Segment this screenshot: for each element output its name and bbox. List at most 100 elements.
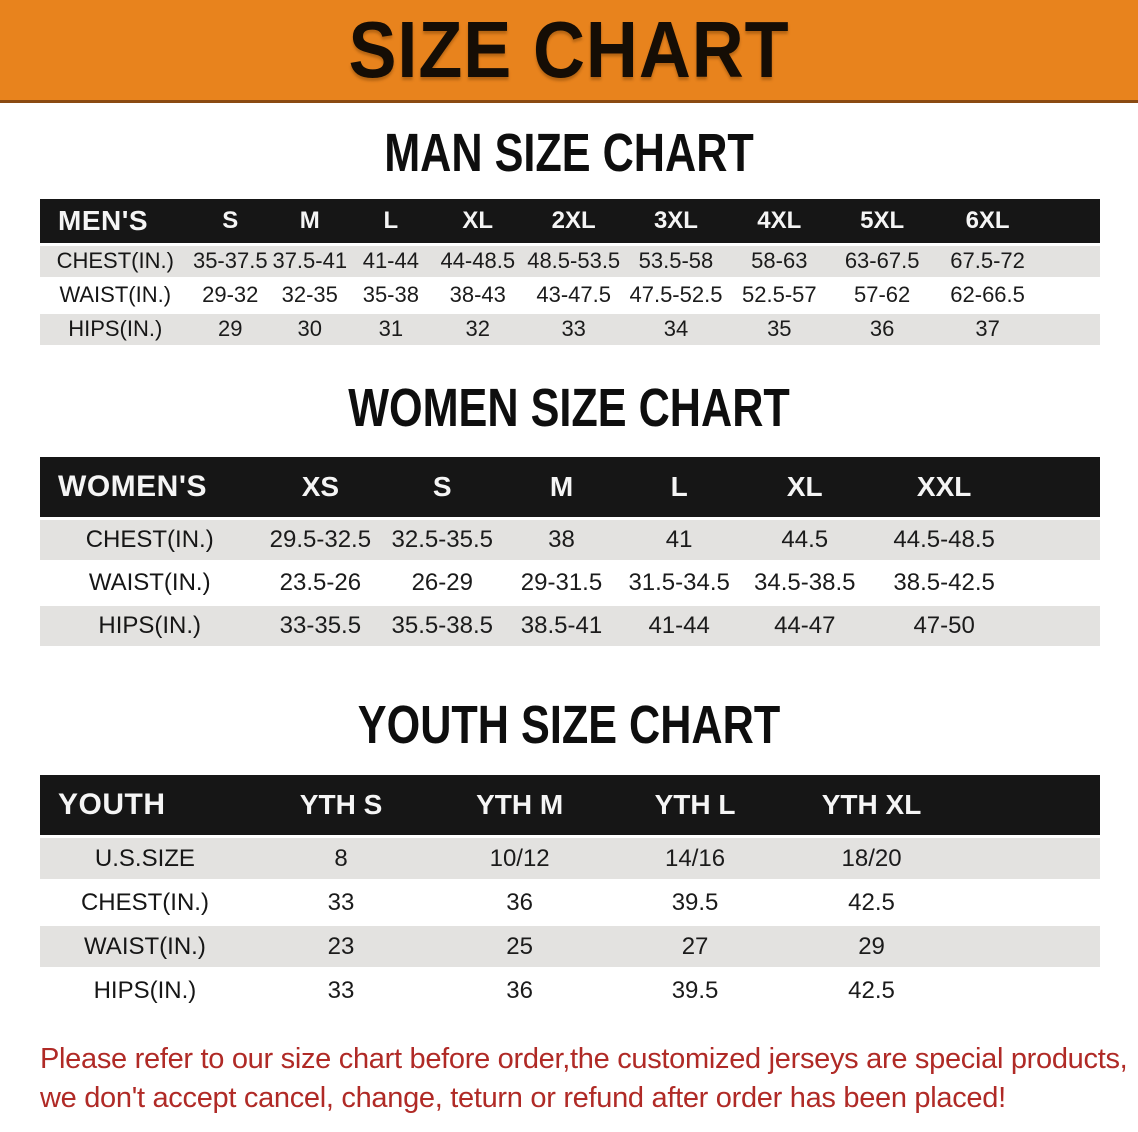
- banner-title: SIZE CHART: [348, 5, 790, 94]
- size-value: 31: [349, 313, 433, 348]
- size-value: 48.5-53.5: [523, 245, 625, 280]
- size-value: 18/20: [783, 838, 961, 883]
- size-value: 39.5: [607, 882, 784, 927]
- row-label: WAIST(IN.): [40, 926, 250, 971]
- size-value: 47.5-52.5: [624, 280, 728, 314]
- womens-row-waistin: WAIST(IN.) 23.5-26 26-29 29-31.5 31.5-34.5 34…: [40, 563, 1100, 607]
- size-value: 33-35.5: [259, 606, 382, 650]
- size-value: 37.5-41: [270, 245, 350, 280]
- size-value: 32: [432, 313, 524, 348]
- size-value: 26-29: [381, 563, 504, 607]
- spacer-cell: [1017, 563, 1100, 607]
- row-label: HIPS(IN.): [40, 606, 260, 650]
- size-value: 39.5: [607, 970, 784, 1015]
- row-label: WAIST(IN.): [40, 280, 191, 314]
- spacer-cell: [1041, 280, 1100, 314]
- spacer-cell: [960, 882, 1100, 927]
- disclaimer-line-1: Please refer to our size chart before or…: [40, 1043, 1128, 1076]
- mens-col-3xl: 3XL: [624, 198, 728, 246]
- womens-col-xs: XS: [259, 457, 382, 521]
- size-value: 23.5-26: [259, 563, 382, 607]
- size-value: 27: [607, 926, 784, 971]
- mens-section-heading: MAN SIZE CHART: [0, 123, 1138, 183]
- mens-col-l: L: [349, 198, 433, 246]
- disclaimer-line-2: we don't accept cancel, change, teturn o…: [40, 1081, 1006, 1114]
- size-value: 43-47.5: [523, 280, 625, 314]
- size-value: 53.5-58: [624, 245, 728, 280]
- size-value: 35.5-38.5: [381, 606, 504, 650]
- mens-row-waistin: WAIST(IN.) 29-32 32-35 35-38 38-43 43-47.5 47.…: [40, 280, 1100, 314]
- row-label: CHEST(IN.): [40, 520, 260, 564]
- size-value: 41-44: [619, 606, 739, 650]
- size-value: 31.5-34.5: [619, 563, 739, 607]
- mens-col-xl: XL: [432, 198, 524, 246]
- size-value: 33: [249, 970, 433, 1015]
- size-value: 29-31.5: [503, 563, 620, 607]
- size-value: 33: [249, 882, 433, 927]
- womens-section-heading: WOMEN SIZE CHART: [0, 377, 1138, 438]
- youth-section-heading: YOUTH SIZE CHART: [0, 695, 1138, 756]
- size-value: 29-32: [190, 280, 271, 314]
- womens-size-table: WOMEN'S XS S M L XL XXL CHEST(IN.) 29.5-32.5 32.5…: [40, 457, 1100, 650]
- womens-col-m: M: [503, 457, 620, 521]
- size-value: 44.5-48.5: [871, 520, 1018, 564]
- size-value: 10/12: [432, 838, 608, 883]
- mens-heading-text: MAN SIZE CHART: [384, 123, 754, 183]
- size-value: 25: [432, 926, 608, 971]
- spacer-cell: [1041, 245, 1100, 280]
- youth-col-yth-l: YTH L: [607, 775, 784, 839]
- size-value: 36: [432, 970, 608, 1015]
- size-value: 29.5-32.5: [259, 520, 382, 564]
- size-value: 44-47: [738, 606, 871, 650]
- size-value: 37: [933, 313, 1042, 348]
- size-chart-banner: SIZE CHART: [0, 0, 1138, 103]
- mens-header-spacer: [1041, 198, 1100, 246]
- size-value: 63-67.5: [830, 245, 934, 280]
- youth-heading-text: YOUTH SIZE CHART: [357, 695, 781, 756]
- spacer-cell: [1017, 520, 1100, 564]
- mens-col-6xl: 6XL: [933, 198, 1042, 246]
- row-label: WAIST(IN.): [40, 563, 260, 607]
- size-value: 44.5: [738, 520, 871, 564]
- womens-col-xl: XL: [738, 457, 871, 521]
- size-value: 29: [783, 926, 961, 971]
- mens-col-s: S: [190, 198, 271, 246]
- youth-col-yth-xl: YTH XL: [783, 775, 961, 839]
- size-value: 32.5-35.5: [381, 520, 504, 564]
- womens-header-spacer: [1017, 457, 1100, 521]
- youth-header-row: YOUTH YTH S YTH M YTH L YTH XL: [40, 775, 1100, 839]
- size-value: 42.5: [783, 882, 961, 927]
- size-value: 38-43: [432, 280, 524, 314]
- size-value: 38.5-41: [503, 606, 620, 650]
- size-value: 62-66.5: [933, 280, 1042, 314]
- youth-header-spacer: [960, 775, 1100, 839]
- youth-col-yth-m: YTH M: [432, 775, 608, 839]
- mens-row-hipsin: HIPS(IN.) 29 30 31 32 33 34 35 36 37: [40, 313, 1100, 348]
- size-value: 67.5-72: [933, 245, 1042, 280]
- youth-row-hipsin: HIPS(IN.) 33 36 39.5 42.5: [40, 970, 1100, 1015]
- size-value: 38: [503, 520, 620, 564]
- size-value: 29: [190, 313, 271, 348]
- size-value: 47-50: [871, 606, 1018, 650]
- mens-header-label: MEN'S: [40, 198, 191, 246]
- size-value: 35: [727, 313, 831, 348]
- size-value: 41-44: [349, 245, 433, 280]
- size-value: 58-63: [727, 245, 831, 280]
- mens-col-4xl: 4XL: [727, 198, 831, 246]
- womens-col-s: S: [381, 457, 504, 521]
- row-label: U.S.SIZE: [40, 838, 250, 883]
- row-label: CHEST(IN.): [40, 245, 191, 280]
- size-value: 14/16: [607, 838, 784, 883]
- womens-heading-text: WOMEN SIZE CHART: [348, 377, 790, 438]
- womens-header-label: WOMEN'S: [40, 457, 260, 521]
- size-value: 34: [624, 313, 728, 348]
- size-value: 23: [249, 926, 433, 971]
- womens-col-xxl: XXL: [871, 457, 1018, 521]
- row-label: HIPS(IN.): [40, 970, 250, 1015]
- womens-row-chestin: CHEST(IN.) 29.5-32.5 32.5-35.5 38 41 44.5 44.5…: [40, 520, 1100, 564]
- spacer-cell: [1041, 313, 1100, 348]
- womens-header-row: WOMEN'S XS S M L XL XXL: [40, 457, 1100, 521]
- size-value: 35-38: [349, 280, 433, 314]
- size-value: 57-62: [830, 280, 934, 314]
- size-value: 32-35: [270, 280, 350, 314]
